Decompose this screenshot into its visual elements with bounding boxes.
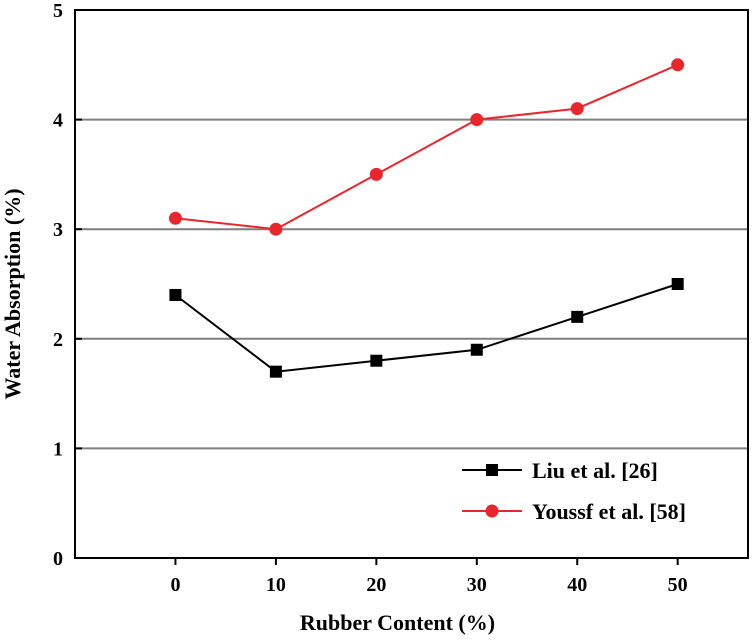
x-tick-label: 20 <box>366 574 386 596</box>
gridlines <box>75 118 748 450</box>
legend-marker-liu <box>486 464 498 476</box>
x-tick-label: 10 <box>266 574 286 596</box>
series-line-0 <box>174 283 679 373</box>
legend-marker-youssf <box>485 504 499 518</box>
data-point-youssf <box>570 102 584 116</box>
legend: Liu et al. [26] Youssf et al. [58] <box>462 458 686 524</box>
data-point-liu <box>370 354 383 367</box>
data-point-liu <box>571 310 584 323</box>
series-layer <box>168 58 685 378</box>
y-tick-label: 1 <box>53 438 63 460</box>
x-tick-label: 40 <box>567 574 587 596</box>
y-tick-label: 3 <box>53 219 63 241</box>
y-axis-title: Water Absorption (%) <box>0 188 25 399</box>
data-point-liu <box>169 288 182 301</box>
y-tick-label: 5 <box>53 0 63 22</box>
y-axis-ticks: 0 1 2 3 4 5 <box>53 0 82 570</box>
y-tick-label: 4 <box>53 110 63 132</box>
data-point-liu <box>269 365 282 378</box>
legend-label-youssf: Youssf et al. [58] <box>532 499 686 524</box>
x-tick-label: 0 <box>170 574 180 596</box>
x-tick-label: 30 <box>467 574 487 596</box>
x-axis-title: Rubber Content (%) <box>300 610 495 635</box>
y-tick-label: 0 <box>53 548 63 570</box>
y-tick-label: 2 <box>53 329 63 351</box>
data-point-youssf <box>470 113 484 127</box>
legend-label-liu: Liu et al. [26] <box>532 458 658 483</box>
data-point-youssf <box>671 58 685 72</box>
series-line-1 <box>175 63 679 231</box>
data-point-youssf <box>168 211 182 225</box>
x-axis-ticks: 0 10 20 30 40 50 <box>170 558 688 596</box>
x-tick-label: 50 <box>668 574 688 596</box>
data-point-liu <box>470 343 483 356</box>
plot-frame <box>74 9 749 559</box>
data-point-youssf <box>369 167 383 181</box>
data-point-liu <box>671 278 684 290</box>
data-point-youssf <box>269 222 283 236</box>
